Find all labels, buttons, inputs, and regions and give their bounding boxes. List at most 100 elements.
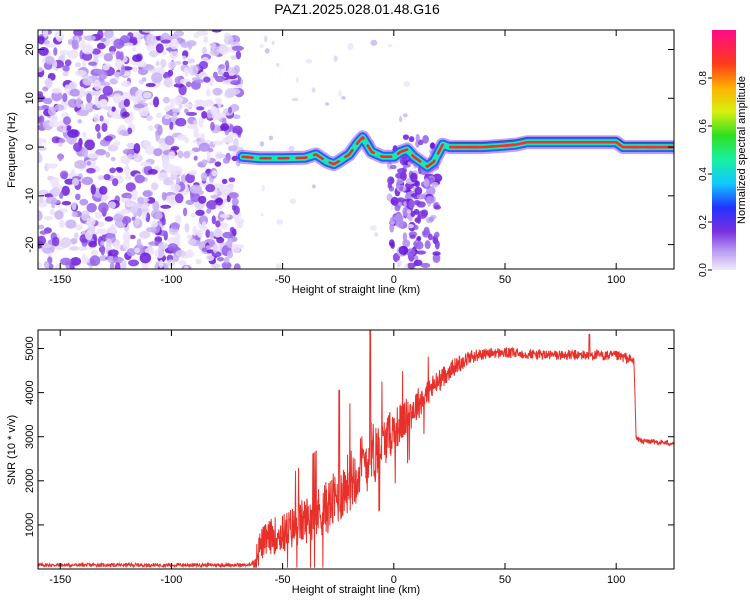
noise-blob bbox=[86, 202, 97, 213]
noise-blob bbox=[295, 77, 300, 83]
noise-blob bbox=[43, 40, 51, 45]
noise-blob bbox=[171, 107, 181, 113]
colorbar-tick-label: 0.0 bbox=[698, 263, 709, 277]
noise-blob bbox=[198, 117, 204, 128]
noise-blob bbox=[177, 134, 187, 141]
noise-blob bbox=[211, 170, 218, 177]
noise-blob bbox=[178, 259, 187, 266]
noise-blob bbox=[132, 46, 137, 52]
ridge-core-strong bbox=[449, 140, 674, 149]
noise-blob bbox=[173, 96, 184, 104]
noise-blob bbox=[289, 198, 297, 205]
noise-blob bbox=[370, 39, 378, 46]
noise-blob bbox=[146, 44, 153, 52]
noise-blob bbox=[45, 43, 56, 48]
noise-blob bbox=[183, 265, 189, 269]
snr-xtick-label: -50 bbox=[275, 574, 291, 586]
noise-blob bbox=[205, 229, 211, 238]
noise-blob bbox=[168, 151, 176, 160]
noise-blob bbox=[232, 114, 241, 120]
noise-blob bbox=[434, 231, 440, 238]
noise-blob bbox=[82, 77, 94, 86]
noise-blob bbox=[133, 142, 141, 154]
noise-blob bbox=[182, 60, 189, 65]
noise-blob bbox=[164, 114, 171, 120]
noise-blob bbox=[160, 39, 172, 44]
noise-blob bbox=[127, 259, 140, 267]
noise-blob bbox=[91, 48, 101, 55]
noise-blob bbox=[428, 233, 433, 241]
noise-blob bbox=[169, 48, 178, 60]
noise-blob bbox=[157, 242, 169, 250]
noise-blob bbox=[406, 248, 416, 257]
noise-blob bbox=[209, 49, 220, 57]
noise-blob bbox=[185, 173, 195, 184]
noise-blob bbox=[201, 220, 207, 231]
noise-blob bbox=[45, 55, 55, 65]
noise-blob bbox=[100, 245, 106, 256]
noise-blob bbox=[213, 140, 224, 146]
noise-blob bbox=[109, 261, 115, 269]
noise-blob bbox=[140, 161, 152, 167]
spectrogram-ytick-label: 10 bbox=[24, 92, 36, 104]
noise-blob bbox=[177, 150, 184, 159]
noise-blob bbox=[216, 236, 225, 244]
noise-blob bbox=[231, 244, 241, 254]
noise-blob bbox=[215, 220, 221, 228]
noise-blob bbox=[125, 182, 136, 192]
noise-blob bbox=[107, 144, 119, 152]
noise-blob bbox=[210, 42, 217, 50]
noise-blob bbox=[51, 87, 62, 94]
noise-blob bbox=[38, 114, 45, 125]
noise-blob bbox=[145, 82, 156, 88]
noise-blob bbox=[61, 185, 70, 196]
noise-blob bbox=[80, 210, 90, 221]
noise-blob bbox=[394, 204, 401, 212]
noise-blob bbox=[215, 203, 224, 210]
noise-blob bbox=[127, 127, 133, 135]
noise-blob bbox=[59, 170, 69, 180]
noise-blob bbox=[86, 217, 96, 227]
noise-blob bbox=[132, 66, 138, 73]
noise-blob bbox=[148, 50, 159, 58]
noise-blob bbox=[402, 239, 411, 248]
noise-blob bbox=[84, 230, 93, 241]
noise-blob bbox=[70, 237, 78, 245]
noise-blob bbox=[201, 111, 208, 119]
colorbar-label: Normalized spectral amplitude bbox=[736, 76, 748, 224]
noise-blob bbox=[113, 241, 121, 250]
noise-blob bbox=[38, 261, 43, 268]
noise-blob bbox=[121, 80, 131, 88]
noise-blob bbox=[431, 181, 439, 188]
noise-blob bbox=[219, 213, 230, 219]
noise-blob bbox=[44, 193, 54, 198]
noise-blob bbox=[161, 191, 167, 201]
noise-blob bbox=[195, 209, 205, 216]
spectrogram-frame bbox=[37, 29, 675, 270]
noise-blob bbox=[232, 125, 243, 136]
noise-blob bbox=[151, 72, 163, 84]
noise-blob bbox=[111, 106, 116, 112]
noise-blob bbox=[413, 224, 419, 231]
noise-blob bbox=[122, 148, 135, 155]
noise-blob bbox=[200, 132, 205, 141]
noise-blob bbox=[163, 180, 175, 186]
snr-xtick-label: 0 bbox=[391, 574, 397, 586]
noise-blob bbox=[122, 71, 131, 77]
noise-blob bbox=[110, 156, 116, 162]
noise-blob bbox=[98, 255, 108, 262]
noise-blob bbox=[324, 102, 330, 106]
noise-blob bbox=[196, 106, 205, 111]
snr-panel: -150 -100 -50 0 50 100 1000 2000 3000 4000 5000 He… bbox=[6, 329, 675, 596]
noise-blob bbox=[184, 136, 189, 144]
noise-blob bbox=[120, 197, 132, 203]
noise-blob bbox=[196, 229, 204, 238]
noise-blob bbox=[174, 193, 184, 204]
noise-blob bbox=[311, 87, 316, 93]
noise-blob bbox=[108, 45, 117, 53]
noise-blob bbox=[38, 152, 42, 163]
noise-blob bbox=[426, 186, 436, 196]
noise-blob bbox=[60, 237, 72, 248]
noise-blob bbox=[89, 255, 101, 267]
noise-blob bbox=[64, 84, 70, 94]
